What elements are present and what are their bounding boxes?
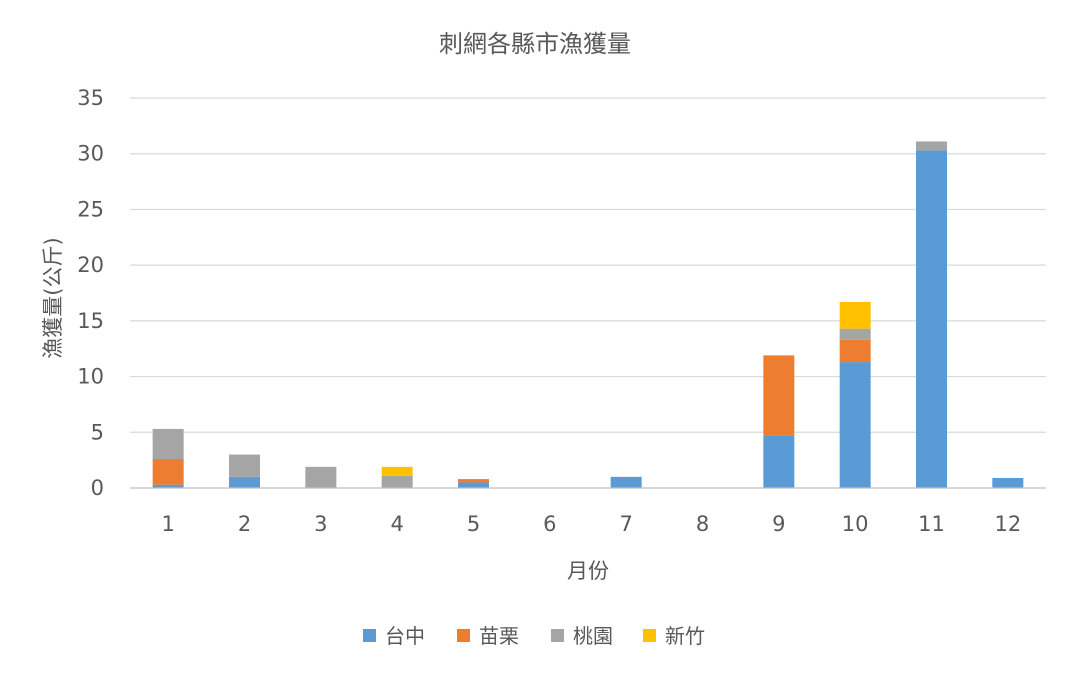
legend-entry: 苗栗 [479, 624, 519, 648]
gridlines [130, 97, 1046, 433]
legend-swatch [643, 629, 656, 642]
y-tick-label: 20 [77, 253, 104, 277]
x-tick-label: 1 [161, 512, 174, 536]
x-axis-label: 月份 [567, 559, 609, 583]
bar-台中-12 [992, 477, 1024, 488]
y-tick-label: 15 [77, 309, 104, 333]
y-tick-label: 35 [77, 86, 104, 110]
bar-桃園-1 [152, 428, 184, 460]
legend-swatch [551, 629, 564, 642]
y-tick-label: 25 [77, 197, 104, 221]
x-tick-label: 4 [390, 512, 403, 536]
y-tick-label: 0 [91, 476, 104, 500]
bar-桃園-11 [916, 141, 947, 151]
chart-title: 刺網各縣市漁獲量 [439, 30, 631, 58]
x-tick-label: 3 [314, 512, 327, 536]
y-axis-ticks: 0 5 10 15 20 25 30 35 [77, 86, 104, 500]
x-tick-label: 5 [467, 512, 480, 536]
x-tick-label: 12 [994, 512, 1021, 536]
bar-台中-2 [229, 476, 260, 488]
y-tick-label: 30 [77, 142, 104, 166]
bars [152, 141, 1024, 488]
bar-桃園-2 [229, 454, 260, 477]
x-tick-label: 10 [842, 512, 869, 536]
bar-台中-1 [152, 484, 184, 488]
y-axis-label: 漁獲量(公斤) [41, 237, 65, 358]
bar-桃園-3 [305, 466, 337, 488]
bar-苗栗-10 [839, 339, 871, 363]
legend-swatch [457, 629, 470, 642]
bar-新竹-4 [381, 466, 413, 476]
bar-新竹-10 [839, 301, 871, 329]
bar-桃園-10 [839, 328, 871, 340]
x-tick-label: 2 [238, 512, 251, 536]
bar-台中-7 [610, 476, 642, 488]
legend-entry: 新竹 [665, 624, 705, 648]
x-tick-label: 9 [772, 512, 785, 536]
bar-苗栗-1 [152, 459, 184, 485]
x-tick-label: 7 [619, 512, 632, 536]
y-tick-label: 5 [91, 420, 104, 444]
bar-台中-10 [839, 362, 871, 488]
x-axis-ticks: 1 2 3 4 5 6 7 8 9 10 11 12 [161, 512, 1021, 536]
legend-swatch [363, 629, 376, 642]
bar-苗栗-5 [458, 479, 489, 483]
x-tick-label: 6 [543, 512, 556, 536]
x-tick-label: 11 [918, 512, 945, 536]
legend-entry: 台中 [385, 624, 425, 648]
bar-苗栗-9 [763, 355, 795, 436]
bar-台中-9 [763, 435, 795, 488]
bar-台中-11 [916, 150, 947, 488]
x-tick-label: 8 [696, 512, 709, 536]
legend-entry: 桃園 [573, 624, 613, 648]
y-tick-label: 10 [77, 365, 104, 389]
bar-台中-5 [458, 482, 489, 488]
bar-桃園-4 [381, 475, 413, 488]
legend: 台中 苗栗 桃園 新竹 [363, 624, 705, 648]
